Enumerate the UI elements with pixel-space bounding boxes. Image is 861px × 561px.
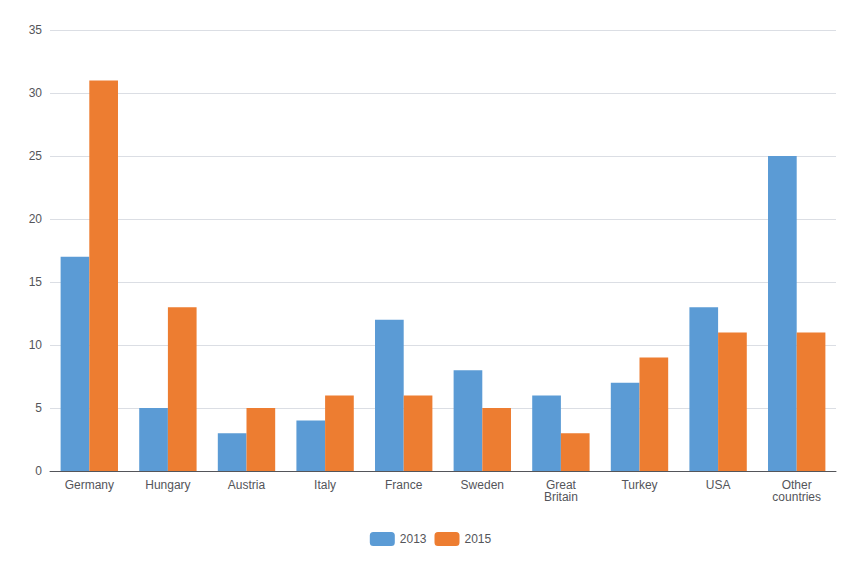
svg-text:Britain: Britain (544, 490, 578, 504)
svg-text:35: 35 (29, 23, 43, 37)
svg-text:Other: Other (781, 478, 812, 492)
svg-text:0: 0 (35, 464, 42, 478)
svg-text:Italy: Italy (314, 478, 336, 492)
svg-text:Germany: Germany (65, 478, 114, 492)
svg-text:countries: countries (772, 490, 821, 504)
svg-text:15: 15 (29, 275, 43, 289)
svg-text:France: France (385, 478, 423, 492)
svg-text:Sweden: Sweden (461, 478, 504, 492)
svg-text:Turkey: Turkey (621, 478, 657, 492)
svg-text:5: 5 (35, 401, 42, 415)
svg-text:25: 25 (29, 149, 43, 163)
svg-text:Great: Great (545, 478, 576, 492)
svg-text:10: 10 (29, 338, 43, 352)
svg-text:2015: 2015 (465, 532, 492, 546)
svg-text:Hungary: Hungary (145, 478, 190, 492)
svg-text:2013: 2013 (400, 532, 427, 546)
svg-text:20: 20 (29, 212, 43, 226)
svg-text:Austria: Austria (228, 478, 266, 492)
svg-text:30: 30 (29, 86, 43, 100)
svg-text:USA: USA (706, 478, 731, 492)
